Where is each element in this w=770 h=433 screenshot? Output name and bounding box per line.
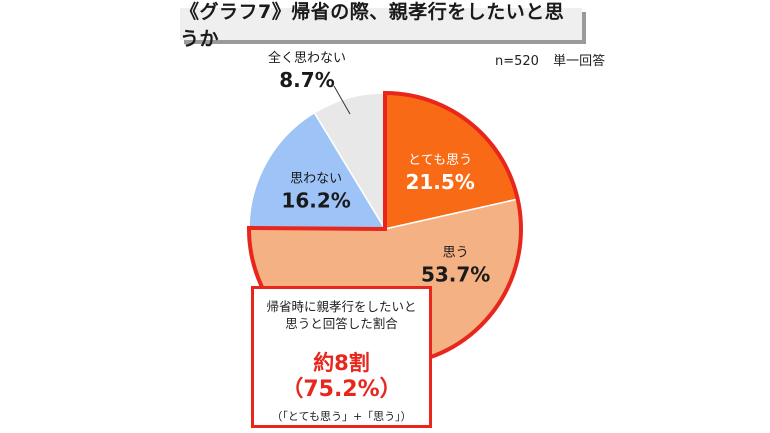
slice-label-3: 思わない xyxy=(290,171,342,186)
leader-line xyxy=(333,85,351,115)
slice-value-1: 21.5% xyxy=(405,170,474,194)
slice-label-1: とても思う xyxy=(408,153,472,168)
callout-footnote: （「とても思う」+「思う」） xyxy=(271,410,412,423)
sample-size: n=520 xyxy=(495,54,539,69)
answer-type: 単一回答 xyxy=(553,54,606,69)
callout-percent-value: （75.2%） xyxy=(281,377,402,402)
slice-label-4: 全く思わない xyxy=(268,50,346,66)
summary-callout: 帰省時に親孝行をしたいと 思うと回答した割合 約8割 （75.2%） （「とても… xyxy=(251,286,432,428)
slice-value-3: 16.2% xyxy=(281,188,350,212)
slice-value-4: 8.7% xyxy=(279,68,334,92)
sample-info: n=520 単一回答 xyxy=(495,50,605,69)
callout-main-value: 約8割 xyxy=(313,351,370,375)
slice-value-2: 53.7% xyxy=(421,263,490,287)
pie-slice-3 xyxy=(248,111,387,230)
callout-line1: 帰省時に親孝行をしたいと xyxy=(266,299,417,314)
callout-line2: 思うと回答した割合 xyxy=(285,316,398,331)
slice-label-2: 思う xyxy=(443,246,469,261)
